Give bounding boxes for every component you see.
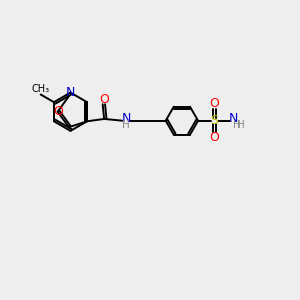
Text: O: O bbox=[209, 98, 219, 110]
Text: CH₃: CH₃ bbox=[31, 84, 49, 94]
Text: O: O bbox=[99, 93, 109, 106]
Text: H: H bbox=[122, 120, 130, 130]
Text: H: H bbox=[233, 120, 241, 130]
Text: O: O bbox=[53, 105, 63, 118]
Text: S: S bbox=[210, 114, 218, 127]
Text: N: N bbox=[66, 86, 75, 99]
Text: H: H bbox=[237, 120, 244, 130]
Text: N: N bbox=[121, 112, 130, 125]
Text: N: N bbox=[229, 112, 238, 125]
Text: O: O bbox=[209, 131, 219, 144]
